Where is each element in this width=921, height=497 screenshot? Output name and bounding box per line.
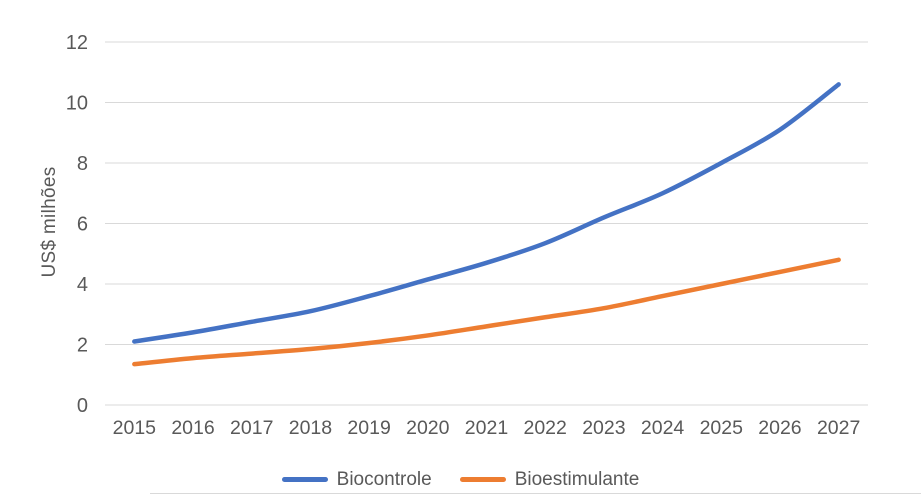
x-tick-label-2019: 2019 — [347, 417, 390, 439]
legend-item-bioestimulante: Bioestimulante — [459, 468, 640, 490]
series-line-bioestimulante — [132, 257, 841, 367]
series-line-biocontrole — [132, 82, 841, 344]
x-tick-label-2025: 2025 — [700, 417, 744, 439]
legend-label-biocontrole: Biocontrole — [336, 468, 432, 490]
x-tick-label-2023: 2023 — [582, 417, 625, 439]
x-tick-label-2020: 2020 — [406, 417, 450, 439]
x-tick-label-2018: 2018 — [289, 417, 332, 439]
x-tick-label-2016: 2016 — [171, 417, 214, 439]
y-tick-label-8: 8 — [77, 153, 88, 175]
legend-line-swatch-bioestimulante — [459, 476, 506, 482]
y-tick-label-4: 4 — [77, 274, 88, 296]
legend-line-swatch-biocontrole — [281, 476, 328, 482]
y-tick-label-12: 12 — [66, 32, 88, 54]
x-tick-label-2022: 2022 — [523, 417, 566, 439]
bottom-divider-line — [150, 493, 921, 494]
y-tick-label-10: 10 — [66, 93, 88, 115]
legend: Biocontrole Bioestimulante — [0, 466, 921, 492]
x-tick-label-2021: 2021 — [465, 417, 508, 439]
x-tick-label-2026: 2026 — [758, 417, 801, 439]
y-tick-label-6: 6 — [77, 214, 88, 236]
x-tick-label-2027: 2027 — [817, 417, 860, 439]
y-axis-title: US$ milhões — [39, 166, 60, 278]
y-tick-label-2: 2 — [77, 335, 88, 357]
legend-label-bioestimulante: Bioestimulante — [514, 468, 640, 490]
y-tick-label-0: 0 — [77, 395, 88, 417]
legend-item-biocontrole: Biocontrole — [281, 468, 432, 490]
x-tick-label-2017: 2017 — [230, 417, 273, 439]
x-tick-label-2015: 2015 — [113, 417, 157, 439]
x-tick-label-2024: 2024 — [641, 417, 685, 439]
